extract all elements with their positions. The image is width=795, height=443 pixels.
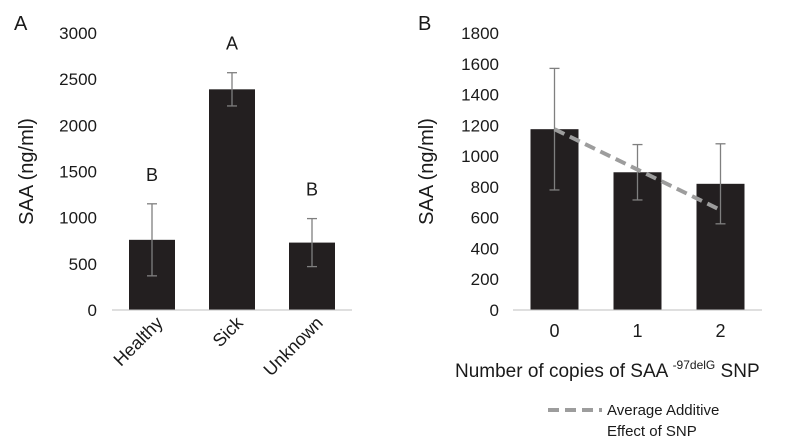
panel-b-y-tick-label: 1800 [461, 24, 499, 43]
panel-a-error-bar [307, 217, 317, 268]
legend-label-line: Effect of SNP [607, 423, 697, 440]
panel-b-y-tick-label: 1200 [461, 116, 499, 135]
panel-b-letter: B [418, 13, 431, 35]
panel-b-y-tick-label: 1400 [461, 86, 499, 105]
panel-a-y-tick-label: 2000 [59, 116, 97, 135]
panel-b-x-tick-label: 0 [549, 321, 559, 341]
panel-b-legend: Average Additive Effect of SNP [548, 402, 719, 440]
panel-a-y-tick-label: 500 [69, 255, 97, 274]
legend-label-line: Average Additive [607, 402, 719, 419]
panel-b-y-tick-label: 800 [471, 178, 499, 197]
panel-b-y-tick-label: 400 [471, 239, 499, 258]
panel-b-error-bar [715, 143, 726, 225]
panel-a-significance-letter: B [306, 180, 318, 200]
panel-b-y-tick-label: 0 [490, 301, 499, 320]
panel-a-x-tick-label: Sick [209, 312, 248, 351]
panel-a-error-bar [147, 203, 157, 277]
panel-a-x-tick-label: Healthy [110, 313, 167, 370]
panel-b-x-tick-label: 2 [715, 321, 725, 341]
x-axis-label-superscript: -97delG [673, 358, 716, 372]
panel-a-significance-letter: B [146, 165, 158, 185]
panel-a-bar [209, 89, 255, 310]
panel-b-y-tick-label: 1000 [461, 147, 499, 166]
panel-a-y-tick-label: 0 [88, 301, 97, 320]
panel-b-y-tick-label: 200 [471, 270, 499, 289]
panel-a-y-tick-label: 1500 [59, 163, 97, 182]
panel-a-error-bar [227, 72, 237, 107]
panel-b-y-tick-label: 1600 [461, 55, 499, 74]
panel-a-y-tick-label: 1000 [59, 209, 97, 228]
x-axis-label-main: Number of copies of SAA [455, 361, 669, 382]
panel-b-y-axis-label: SAA (ng/ml) [416, 118, 438, 225]
panel-b-chart: B SAA (ng/ml) Number of copies of SAA -9… [416, 13, 762, 440]
x-axis-label-suffix: SNP [721, 361, 760, 382]
panel-a-y-tick-label: 2500 [59, 70, 97, 89]
panel-a-y-tick-label: 3000 [59, 24, 97, 43]
panel-b-x-tick-label: 1 [632, 321, 642, 341]
panel-b-x-axis-label: Number of copies of SAA -97delG SNP [455, 353, 760, 382]
panel-a-x-tick-label: Unknown [260, 313, 327, 380]
panel-b-error-bar [632, 143, 643, 201]
panel-b-additive-effect-line [553, 127, 722, 212]
panel-a-chart: A SAA (ng/ml) 0 500 1000 1500 2000 2500 3000 B H… [14, 13, 352, 380]
panel-a-y-axis-label: SAA (ng/ml) [16, 118, 38, 225]
panel-a-significance-letter: A [226, 34, 238, 54]
panel-b-y-tick-label: 600 [471, 209, 499, 228]
panel-a-letter: A [14, 13, 28, 35]
